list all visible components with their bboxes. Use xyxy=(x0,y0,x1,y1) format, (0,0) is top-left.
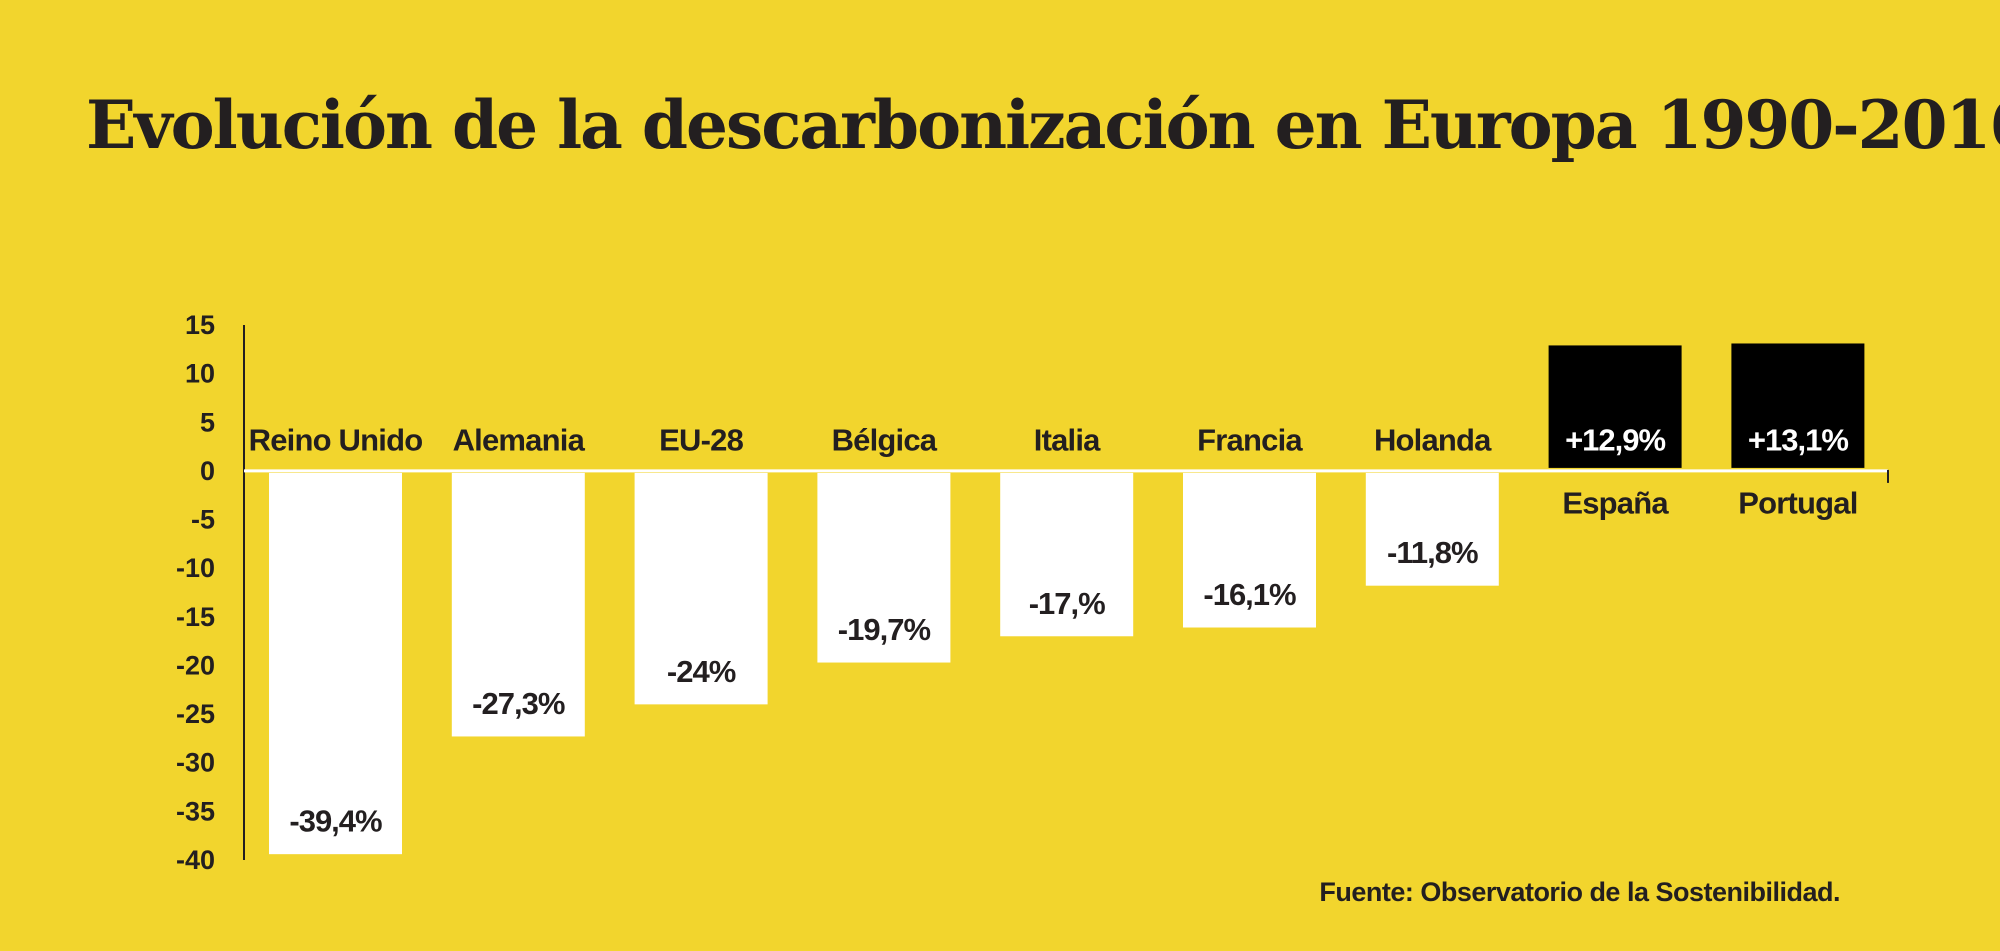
y-tick-label: -20 xyxy=(176,650,215,680)
value-label: +13,1% xyxy=(1748,422,1848,457)
y-tick-label: 10 xyxy=(185,359,215,389)
category-label: Holanda xyxy=(1374,422,1492,457)
category-label: Portugal xyxy=(1738,485,1857,520)
category-label: Alemania xyxy=(453,422,586,457)
value-label: +12,9% xyxy=(1565,422,1665,457)
y-axis-ticks: 15 10 5 0 -5 -10 -15 -20 -25 -30 -35 -40 xyxy=(176,310,215,875)
category-label: Reino Unido xyxy=(249,422,423,457)
value-label: -39,4% xyxy=(289,804,382,839)
bar-chart: 15 10 5 0 -5 -10 -15 -20 -25 -30 -35 -40 Reino Unid… xyxy=(0,0,2000,951)
value-label: -11,8% xyxy=(1387,535,1478,570)
y-tick-label: -5 xyxy=(191,505,215,535)
value-label: -19,7% xyxy=(838,612,931,647)
category-label: Bélgica xyxy=(832,422,938,457)
y-tick-label: 0 xyxy=(200,456,215,486)
category-label: EU-28 xyxy=(659,422,743,457)
y-tick-label: -30 xyxy=(176,748,215,778)
source-note: Fuente: Observatorio de la Sostenibilida… xyxy=(1319,877,1840,908)
y-tick-label: -15 xyxy=(176,602,215,632)
value-label: -17,% xyxy=(1029,586,1105,621)
value-label: -27,3% xyxy=(472,686,565,721)
bar xyxy=(269,473,402,854)
category-label: Francia xyxy=(1197,422,1303,457)
category-label: Italia xyxy=(1034,422,1101,457)
y-tick-label: 15 xyxy=(185,310,215,340)
y-tick-label: -25 xyxy=(176,699,215,729)
y-tick-label: -40 xyxy=(176,845,215,875)
y-tick-label: -10 xyxy=(176,553,215,583)
value-label: -24% xyxy=(667,654,736,689)
category-label: España xyxy=(1562,485,1669,520)
value-label: -16,1% xyxy=(1203,577,1296,612)
y-tick-label: -35 xyxy=(176,796,215,826)
y-tick-label: 5 xyxy=(200,407,215,437)
